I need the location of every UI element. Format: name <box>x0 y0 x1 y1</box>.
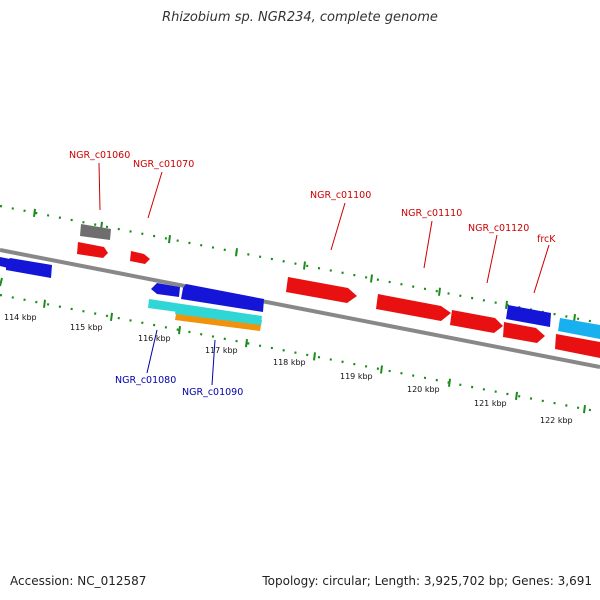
upper-major-tick-7 <box>505 300 508 309</box>
leader-frcK <box>533 244 550 294</box>
lower-major-tick-5 <box>380 365 383 374</box>
genome-backbone <box>0 248 600 369</box>
leader-c01090 <box>211 339 216 386</box>
leader-c01060 <box>98 162 101 211</box>
map-title: Rhizobium sp. NGR234, complete genome <box>162 10 438 25</box>
gene-blue-frcK <box>506 305 551 327</box>
accession-text: Accession: NC_012587 <box>10 574 147 588</box>
upper-major-tick-3 <box>235 248 238 257</box>
scale-label-117: 117 kbp <box>205 346 238 355</box>
lower-major-tick-2 <box>178 325 181 335</box>
gene-red-c01120a <box>450 310 503 333</box>
leader-c01070 <box>147 171 163 219</box>
gene-red-c01120b <box>503 322 545 343</box>
gene-orange-c01090 <box>175 314 261 331</box>
upper-major-tick-4 <box>303 261 306 270</box>
leader-c01100 <box>330 202 346 251</box>
tick-fragment <box>0 277 3 287</box>
gene-red-c01110 <box>376 294 451 321</box>
gene-label-c01100: NGR_c01100 <box>310 190 371 201</box>
gene-red-c01070 <box>130 251 150 264</box>
gene-label-c01110: NGR_c01110 <box>401 208 462 219</box>
gene-label-c01080: NGR_c01080 <box>115 375 176 386</box>
gene-label-c01070: NGR_c01070 <box>133 159 194 170</box>
leader-c01080 <box>146 329 158 374</box>
scale-label-118: 118 kbp <box>273 358 306 367</box>
scale-label-115: 115 kbp <box>70 323 103 332</box>
scale-label-114: 114 kbp <box>4 313 37 322</box>
upper-major-tick-6 <box>438 287 441 296</box>
gene-label-c01060: NGR_c01060 <box>69 150 130 161</box>
gene-blue-c01090a <box>181 284 264 312</box>
lower-major-tick-6 <box>448 378 451 387</box>
lower-major-tick-4 <box>313 352 316 361</box>
scale-label-121: 121 kbp <box>474 399 507 408</box>
gene-cyan-c01090 <box>175 308 262 326</box>
scale-label-122: 122 kbp <box>540 416 573 425</box>
lower-major-tick-7 <box>515 391 518 400</box>
scale-label-120: 120 kbp <box>407 385 440 394</box>
lower-major-tick-0 <box>43 299 46 308</box>
upper-major-ticks <box>33 208 576 323</box>
gene-lightblue-right <box>558 318 600 339</box>
gene-red-c01060 <box>77 242 108 258</box>
gene-blue-114 <box>6 258 52 278</box>
lower-major-tick-3 <box>245 339 248 348</box>
scale-label-116: 116 kbp <box>138 334 171 343</box>
upper-major-tick-0 <box>33 208 36 217</box>
gene-label-c01120: NGR_c01120 <box>468 223 529 234</box>
lower-major-ticks <box>43 299 586 414</box>
gene-label-c01090: NGR_c01090 <box>182 387 243 398</box>
gene-blue-c01080a <box>151 283 180 297</box>
upper-major-tick-5 <box>370 274 373 283</box>
gene-red-c01100 <box>286 277 357 303</box>
gene-gray-c01060 <box>80 224 111 240</box>
gene-red-right <box>555 334 600 358</box>
lower-major-tick-8 <box>583 404 586 414</box>
genome-stats-text: Topology: circular; Length: 3,925,702 bp… <box>262 574 592 588</box>
gene-label-frcK: frcK <box>537 234 556 245</box>
upper-major-tick-2 <box>168 235 171 244</box>
leader-c01110 <box>423 220 433 269</box>
leader-c01120 <box>486 234 498 284</box>
scale-label-119: 119 kbp <box>340 372 373 381</box>
lower-major-tick-1 <box>110 312 113 321</box>
